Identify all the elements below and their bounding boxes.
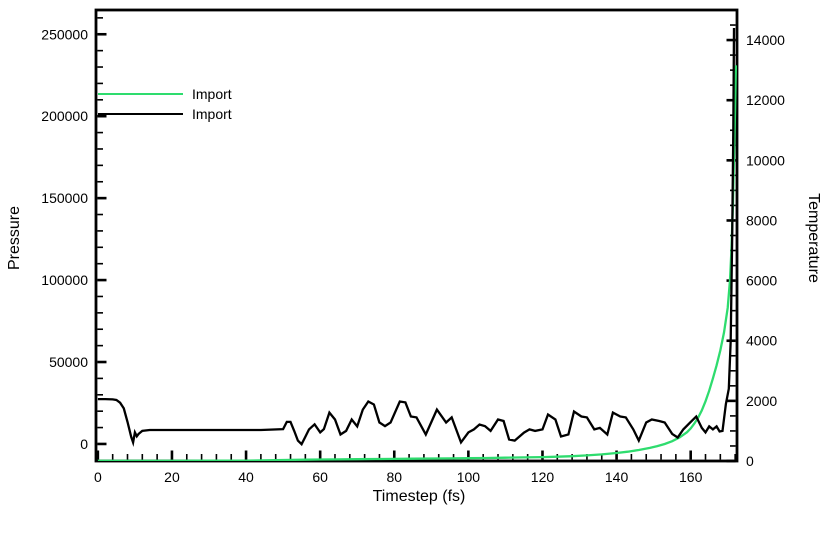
y-right-tick-label: 0: [746, 453, 754, 469]
y-axis-title-right: Temperature: [805, 193, 822, 283]
legend-label-pressure: Import: [192, 86, 232, 102]
y-left-tick-label: 150000: [41, 190, 88, 206]
plot-frame: [94, 8, 739, 463]
y-right-tick-label: 6000: [746, 273, 777, 289]
series-line-temperature: [97, 27, 736, 447]
y-left-tick-label: 100000: [41, 272, 88, 288]
legend: Import Import: [98, 84, 232, 124]
x-tick-label: 60: [312, 469, 328, 485]
x-tick-label: 0: [94, 469, 102, 485]
legend-line-swatch-temperature: [98, 113, 183, 115]
x-tick-label: 20: [164, 469, 180, 485]
y-axis-title-left: Pressure: [6, 205, 23, 271]
x-tick-label: 40: [238, 469, 254, 485]
legend-item-temperature: Import: [98, 104, 232, 124]
y-right-tick-label: 8000: [746, 212, 777, 228]
y-left-tick-label: 50000: [49, 354, 88, 370]
x-tick-label: 140: [605, 469, 629, 485]
series-line-pressure: [97, 65, 737, 461]
y-right-tick-label: 4000: [746, 333, 777, 349]
legend-line-swatch-pressure: [98, 93, 183, 95]
x-tick-label: 160: [679, 469, 703, 485]
y-right-tick-label: 2000: [746, 393, 777, 409]
x-tick-label: 100: [457, 469, 481, 485]
y-left-tick-label: 250000: [41, 26, 88, 42]
legend-item-pressure: Import: [98, 84, 232, 104]
y-left-tick-label: 0: [80, 436, 88, 452]
x-tick-label: 80: [386, 469, 402, 485]
y-left-tick-label: 200000: [41, 108, 88, 124]
y-right-tick-label: 10000: [746, 152, 785, 168]
legend-label-temperature: Import: [192, 106, 232, 122]
x-axis-title: Timestep (fs): [372, 488, 466, 505]
x-tick-label: 120: [531, 469, 555, 485]
y-right-tick-label: 12000: [746, 92, 785, 108]
y-right-tick-label: 14000: [746, 32, 785, 48]
